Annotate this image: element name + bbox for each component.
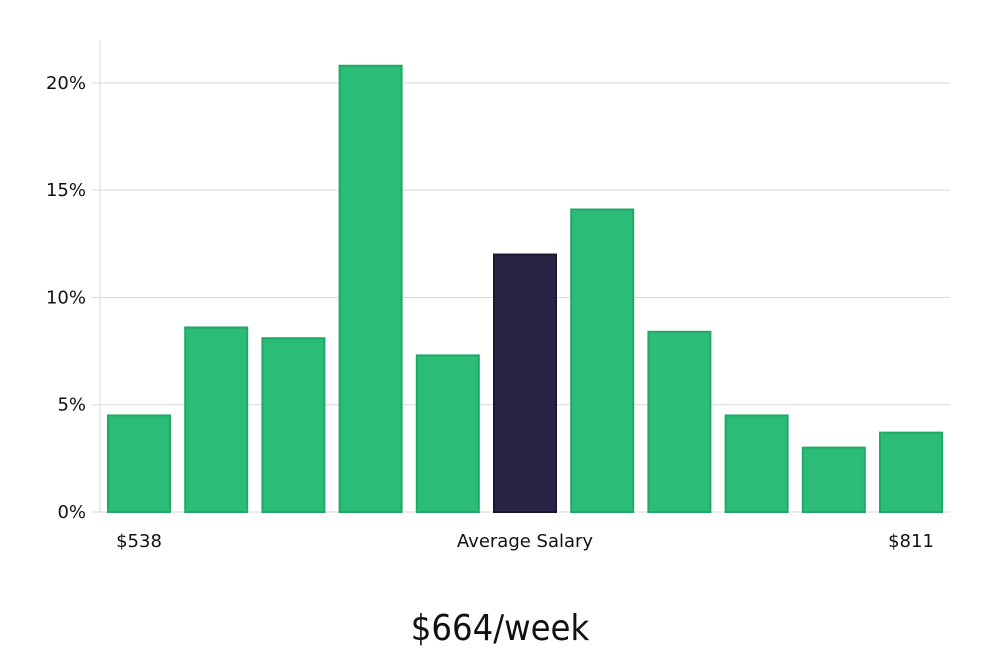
bar bbox=[724, 414, 789, 514]
average-weekly-salary: $664/week bbox=[410, 608, 590, 649]
bar bbox=[879, 431, 943, 514]
bar bbox=[801, 446, 866, 513]
y-tick-label: 10% bbox=[46, 287, 86, 308]
bar bbox=[338, 64, 403, 513]
y-tick-label: 15% bbox=[46, 180, 86, 201]
y-tick-label: 5% bbox=[57, 395, 86, 416]
bar-highlighted bbox=[493, 253, 557, 514]
x-axis-label: Average Salary bbox=[457, 531, 594, 552]
y-tick-label: 0% bbox=[57, 502, 86, 523]
bar bbox=[184, 326, 249, 513]
bar bbox=[415, 354, 480, 513]
x-start-label: $538 bbox=[116, 531, 162, 552]
y-tick-label: 20% bbox=[46, 73, 86, 94]
bar bbox=[107, 414, 171, 514]
bar bbox=[570, 208, 635, 513]
bars bbox=[107, 64, 943, 514]
y-tick-labels: 0% 5% 10% 15% 20% bbox=[46, 73, 100, 523]
bar bbox=[261, 337, 326, 513]
x-end-label: $811 bbox=[888, 531, 934, 552]
salary-histogram: 0% 5% 10% 15% 20% $538 Average Salary $811 bbox=[46, 40, 950, 552]
bar bbox=[647, 330, 712, 514]
